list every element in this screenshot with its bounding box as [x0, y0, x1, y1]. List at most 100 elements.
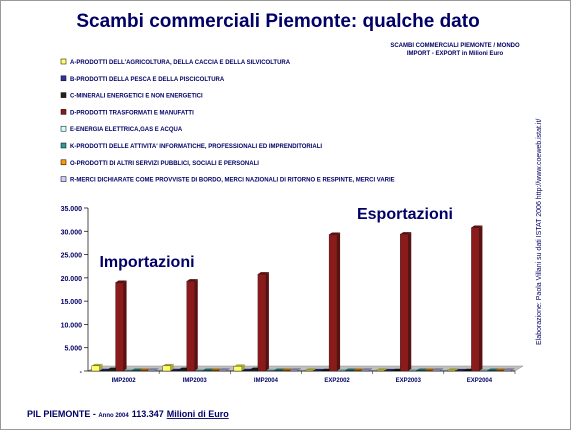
legend-swatch [60, 176, 67, 182]
bar-top [376, 368, 388, 371]
slide-title: Scambi commerciali Piemonte: qualche dat… [76, 11, 479, 32]
x-tick-label: IMP2003 [183, 378, 208, 384]
y-tick-label: 10.000 [61, 322, 83, 329]
bar-top [91, 363, 103, 366]
bar [304, 369, 314, 372]
legend-label: A-PRODOTTI DELL'AGRICOLTURA, DELLA CACCI… [70, 60, 291, 66]
bar-top [503, 368, 515, 371]
bar-side [99, 363, 103, 371]
bar [471, 227, 480, 372]
bar-side [170, 363, 174, 371]
bar [91, 365, 100, 372]
bar-side [384, 368, 388, 371]
y-tick-label: 35.000 [61, 206, 83, 213]
bar-top [345, 368, 357, 371]
legend-label: K-PRODOTTI DELLE ATTIVITA' INFORMATICHE,… [70, 144, 322, 150]
bar [115, 282, 124, 372]
bar-top [455, 368, 467, 371]
bar-side [123, 280, 127, 371]
bar [249, 369, 259, 372]
bar [400, 233, 409, 372]
y-tick-label: 25.000 [61, 253, 83, 260]
bar-side [455, 368, 459, 371]
bar-top [313, 368, 325, 371]
bar [328, 234, 338, 372]
bar-top [289, 368, 301, 371]
legend-swatch [60, 92, 67, 98]
bar [289, 369, 299, 372]
bar-side [479, 225, 483, 371]
bar-top [123, 368, 135, 371]
footer-unit: Milioni di Euro [167, 409, 229, 419]
subtitle: IMPORT - EXPORT in Milioni Euro [407, 51, 504, 57]
bar-side [226, 368, 230, 371]
legend-label: D-PRODOTTI TRASFORMATI E MANUFATTI [70, 110, 194, 116]
bar [360, 369, 370, 372]
bar-side [155, 368, 159, 371]
bar-top [202, 368, 214, 371]
legend-label: R-MERCI DICHIARATE COME PROVVISTE DI BOR… [70, 178, 395, 184]
bar [257, 273, 267, 372]
bar [186, 280, 195, 372]
bar [432, 369, 441, 372]
bar-side [511, 368, 515, 371]
bar-top [257, 272, 269, 275]
bar-side [265, 272, 269, 371]
bar-side [297, 368, 301, 371]
bar-top [400, 232, 412, 235]
footer-value: 113.347 [132, 409, 164, 419]
bar-side [408, 232, 412, 371]
bar-top [162, 363, 174, 366]
footer-year: Anno 2004 [98, 413, 129, 419]
x-tick-label: EXP2003 [396, 378, 422, 384]
x-tick-label: EXP2004 [467, 378, 493, 384]
bar [503, 369, 512, 372]
legend-swatch [60, 125, 67, 132]
bar-side [194, 279, 198, 371]
subtitle: SCAMBI COMMERCIALI PIEMONTE / MONDO [390, 43, 520, 49]
annotation: Importazioni [99, 254, 194, 271]
bar-top [416, 368, 428, 371]
legend-swatch [60, 58, 67, 65]
legend-swatch [60, 142, 67, 149]
legend-swatch [60, 109, 67, 115]
bar-top [273, 368, 285, 371]
bar-top [233, 364, 245, 367]
y-tick-label: 15.000 [61, 299, 83, 306]
bar [178, 369, 187, 372]
y-tick-label: 30.000 [61, 229, 83, 236]
legend-label: B-PRODOTTI DELLA PESCA E DELLA PISCICOLT… [70, 77, 225, 83]
bar-top [329, 232, 341, 235]
y-tick-label: 5.000 [64, 346, 82, 353]
legend-label: C-MINERALI ENERGETICI E NON ENERGETICI [70, 94, 203, 100]
legend-label: E-ENERGIA ELETTRICA,GAS E ACQUA [70, 127, 183, 133]
x-tick-label: EXP2002 [324, 378, 350, 384]
source-note: Elaborazione: Paola Villani su dati ISTA… [536, 119, 543, 345]
bar [376, 369, 385, 372]
bar-side [313, 368, 317, 371]
bar-top [447, 368, 459, 371]
bar [218, 369, 227, 372]
bar [233, 366, 243, 372]
y-tick-label: - [80, 369, 83, 376]
bar-top [384, 368, 396, 371]
bar-top [305, 368, 317, 371]
footer: PIL PIEMONTE - Anno 2004 113.347 Milioni d… [27, 409, 229, 419]
bar [107, 369, 116, 372]
legend-swatch [60, 75, 67, 82]
bar-side [337, 232, 341, 371]
y-tick-label: 20.000 [61, 276, 83, 283]
x-tick-label: IMP2002 [112, 378, 137, 384]
bar [162, 365, 171, 372]
bar-top [131, 368, 143, 371]
bar-top [361, 368, 373, 371]
bar-top [186, 279, 198, 282]
bar-top [265, 368, 277, 371]
bar-top [471, 225, 483, 228]
footer-label: PIL PIEMONTE - [27, 409, 98, 419]
bar-top [147, 368, 159, 371]
bar-side [369, 368, 373, 371]
bar [447, 369, 456, 372]
bar-top [115, 280, 127, 283]
